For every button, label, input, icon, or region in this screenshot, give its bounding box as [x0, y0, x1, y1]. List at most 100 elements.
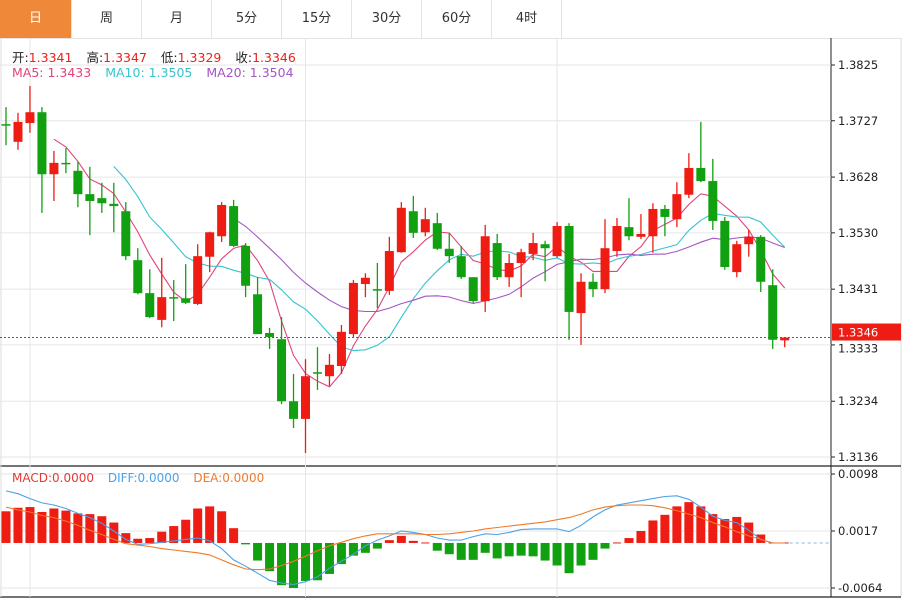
macd-bar: [384, 540, 394, 543]
candle-body: [504, 262, 514, 278]
macd-bar: [13, 507, 23, 543]
candlestick: [324, 354, 334, 386]
macd-bar: [301, 542, 310, 581]
candlestick: [277, 317, 287, 405]
y-tick-label: 1.3825: [838, 58, 878, 72]
candle-body: [97, 198, 107, 204]
macd-bar: [253, 542, 263, 561]
macd-value: MACD:0.0000: [12, 471, 95, 485]
ma5-line: [53, 138, 786, 388]
candlestick: [169, 280, 179, 322]
candlestick: [768, 269, 778, 349]
macd-bar: [696, 506, 706, 543]
candle-body: [480, 236, 490, 302]
candlestick: [384, 236, 394, 295]
macd-bar: [408, 540, 418, 543]
macd-bar: [444, 542, 454, 555]
tab-day[interactable]: 日: [0, 0, 72, 38]
macd-bar: [684, 502, 694, 543]
y-tick-label: 1.3333: [838, 342, 878, 356]
candle-body: [121, 211, 131, 257]
candle-body: [708, 181, 718, 221]
macd-bar: [588, 542, 598, 560]
macd-bar: [97, 516, 107, 543]
candlestick: [133, 248, 143, 295]
candlestick: [636, 214, 646, 240]
candlestick: [576, 273, 586, 345]
macd-bar: [229, 528, 239, 543]
candle-body: [612, 226, 622, 252]
candle-body: [684, 167, 694, 195]
candlestick: [588, 273, 598, 298]
ma20-line: [233, 217, 785, 313]
tab-60min[interactable]: 60分: [422, 0, 492, 38]
y-tick-label: 1.3628: [838, 170, 878, 184]
candlestick: [121, 202, 131, 261]
candlestick: [229, 199, 239, 248]
macd-bar: [348, 542, 358, 556]
candlestick: [217, 202, 227, 242]
y-tick-label: 1.3530: [838, 226, 878, 240]
y-tick-label: 1.3234: [838, 394, 878, 408]
candle-body: [85, 194, 95, 201]
ma-legend: MA5: 1.3433 MA10: 1.3505 MA20: 1.3504: [12, 65, 304, 80]
macd-bar: [564, 542, 574, 574]
candle-body: [780, 337, 790, 341]
macd-bar: [660, 514, 670, 543]
candlestick: [193, 244, 203, 306]
candle-body: [384, 251, 394, 291]
macd-bar: [456, 542, 466, 560]
macd-bar: [181, 519, 191, 543]
candle-body: [336, 331, 346, 366]
candlestick: [241, 243, 251, 298]
candlestick: [780, 336, 790, 348]
tab-30min[interactable]: 30分: [352, 0, 422, 38]
candle-body: [720, 220, 730, 267]
candle-body: [624, 227, 634, 237]
tab-week[interactable]: 周: [72, 0, 142, 38]
candlestick: [528, 232, 538, 261]
candle-body: [408, 211, 418, 233]
macd-bar: [217, 511, 227, 543]
candle-body: [25, 112, 35, 124]
candlestick: [756, 235, 766, 293]
candlestick: [624, 198, 634, 241]
macd-bar: [744, 522, 754, 543]
macd-bar: [205, 506, 215, 543]
macd-bar: [25, 507, 35, 543]
candle-body: [253, 294, 263, 335]
candlestick: [600, 219, 610, 294]
candlestick: [696, 121, 706, 183]
period-tabs: 日 周 月 5分 15分 30分 60分 4时: [0, 0, 902, 39]
candlestick: [516, 248, 526, 298]
tab-5min[interactable]: 5分: [212, 0, 282, 38]
macd-bar: [372, 542, 382, 549]
candle-body: [61, 162, 71, 165]
macd-bar: [672, 506, 682, 543]
candle-body: [133, 260, 143, 294]
candle-body: [1, 124, 11, 126]
y-tick-label: 1.3431: [838, 282, 878, 296]
macd-bar: [193, 508, 203, 543]
macd-bar: [109, 522, 119, 543]
macd-bar: [480, 542, 490, 553]
candle-body: [564, 226, 574, 312]
macd-bar: [732, 516, 742, 543]
dea-value: DEA:0.0000: [193, 471, 265, 485]
tab-15min[interactable]: 15分: [282, 0, 352, 38]
tab-month[interactable]: 月: [142, 0, 212, 38]
candlestick: [720, 216, 730, 270]
macd-bar: [540, 542, 550, 561]
candle-body: [193, 256, 203, 304]
candle-body: [696, 167, 706, 182]
candlestick: [312, 347, 322, 390]
candlestick: [181, 264, 191, 304]
candle-body: [277, 339, 287, 402]
candle-body: [732, 244, 742, 273]
candlestick: [73, 161, 83, 208]
tab-4hour[interactable]: 4时: [492, 0, 562, 38]
candle-body: [528, 243, 538, 254]
open-label: 开:: [12, 50, 29, 65]
macd-bar: [324, 542, 334, 574]
